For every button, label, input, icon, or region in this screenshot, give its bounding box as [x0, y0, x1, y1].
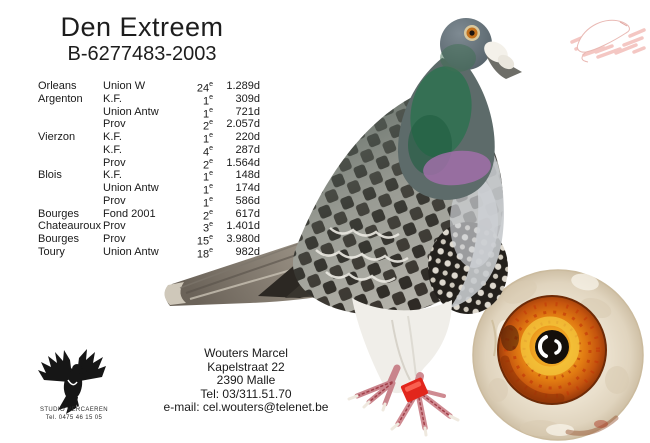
race-position: 1e [202, 106, 213, 121]
race-club: K.F. [103, 143, 122, 156]
race-place: Orleans [38, 80, 77, 92]
eye-photo [472, 269, 644, 441]
race-place: Toury [38, 245, 65, 258]
race-pigeon-count: 1.564d [226, 156, 260, 169]
result-row: K.F. 4e 287d [38, 143, 262, 159]
race-results-table: Orleans Union W 24e 1.289d Argenton K.F. 1e 309… [38, 80, 262, 261]
owner-contact-block: Wouters Marcel Kapelstraat 22 2390 Malle… [146, 346, 346, 415]
race-position: 2e [202, 157, 213, 172]
result-row: Vierzon K.F. 1e 220d [38, 131, 262, 146]
race-club: Union Antw [103, 245, 159, 258]
race-position: 3e [202, 221, 213, 235]
race-pigeon-count: 287d [235, 143, 260, 156]
owner-name: Wouters Marcel [204, 346, 288, 360]
result-row: Blois K.F. 1e 148d [38, 169, 262, 184]
result-row: Orleans Union W 24e 1.289d [38, 80, 262, 95]
race-position: 1e [202, 195, 213, 210]
result-row: Prov 2e 1.564d [38, 156, 262, 172]
race-club: Prov [103, 194, 126, 207]
owner-email: e-mail: cel.wouters@telenet.be [163, 400, 329, 415]
race-club: Fond 2001 [103, 207, 156, 220]
result-row: Bourges Prov 15e 3.980d [38, 233, 262, 248]
studio-credit: STUDIO VERCAEREN Tel. 0475 46 15 05 [28, 407, 120, 422]
race-pigeon-count: 721d [235, 105, 260, 118]
race-club: Prov [103, 220, 126, 233]
race-club: Union Antw [103, 105, 159, 118]
race-place: Blois [38, 169, 62, 182]
race-club: Prov [103, 118, 126, 131]
race-position: 1e [202, 132, 213, 146]
race-pigeon-count: 309d [235, 92, 260, 105]
result-row: Prov 1e 586d [38, 194, 262, 210]
race-pigeon-count: 1.401d [226, 220, 260, 233]
race-club: Prov [103, 233, 126, 245]
race-pigeon-count: 2.057d [226, 118, 260, 131]
result-row: Toury Union Antw 18e 982d [38, 245, 262, 261]
race-club: Union W [103, 80, 146, 92]
race-position: 2e [202, 119, 213, 133]
race-place: Chateauroux [38, 220, 101, 233]
leg-band [400, 377, 428, 403]
result-row: Prov 2e 2.057d [38, 118, 262, 133]
race-club: K.F. [103, 92, 122, 105]
pigeon-photo [164, 18, 522, 437]
result-row: Union Antw 1e 721d [38, 105, 262, 121]
race-place: Bourges [38, 233, 79, 245]
studio-logo-bird-icon [38, 349, 106, 414]
studio-watermark-icon [570, 19, 646, 63]
studio-name: STUDIO VERCAEREN [39, 407, 109, 413]
race-position: 1e [202, 170, 213, 184]
race-position: 15e [196, 234, 213, 248]
owner-street: Kapelstraat 22 [207, 359, 285, 374]
owner-phone: Tel: 03/311.51.70 [200, 386, 292, 401]
race-club: Union Antw [103, 182, 159, 194]
owner-city: 2390 Malle [216, 373, 276, 388]
race-pigeon-count: 586d [235, 194, 260, 207]
race-place: Argenton [38, 92, 83, 105]
race-pigeon-count: 220d [235, 131, 260, 143]
race-place: Vierzon [38, 131, 76, 143]
pigeon-eye [464, 25, 480, 41]
race-position: 4e [202, 144, 213, 159]
result-row: Chateauroux Prov 3e 1.401d [38, 220, 262, 235]
race-pigeon-count: 1.289d [226, 80, 260, 92]
race-position: 24e [196, 81, 213, 95]
race-pigeon-count: 174d [235, 182, 260, 194]
race-pigeon-count: 148d [235, 169, 260, 182]
race-position: 1e [202, 183, 213, 197]
race-pigeon-count: 3.980d [226, 233, 260, 245]
result-row: Bourges Fond 2001 2e 617d [38, 207, 262, 223]
result-row: Union Antw 1e 174d [38, 182, 262, 197]
studio-phone: Tel. 0475 46 15 05 [45, 414, 103, 421]
ring-number: B-6277483-2003 [67, 43, 217, 65]
race-position: 1e [202, 93, 213, 108]
race-place: Bourges [38, 207, 79, 220]
page-title: Den Extreem [60, 12, 224, 42]
race-pigeon-count: 982d [235, 245, 260, 258]
race-club: Prov [103, 156, 126, 169]
race-club: K.F. [103, 169, 122, 182]
result-row: Argenton K.F. 1e 309d [38, 92, 262, 108]
race-club: K.F. [103, 131, 122, 143]
race-position: 2e [202, 208, 213, 223]
race-pigeon-count: 617d [235, 207, 260, 220]
race-position: 18e [196, 246, 213, 261]
